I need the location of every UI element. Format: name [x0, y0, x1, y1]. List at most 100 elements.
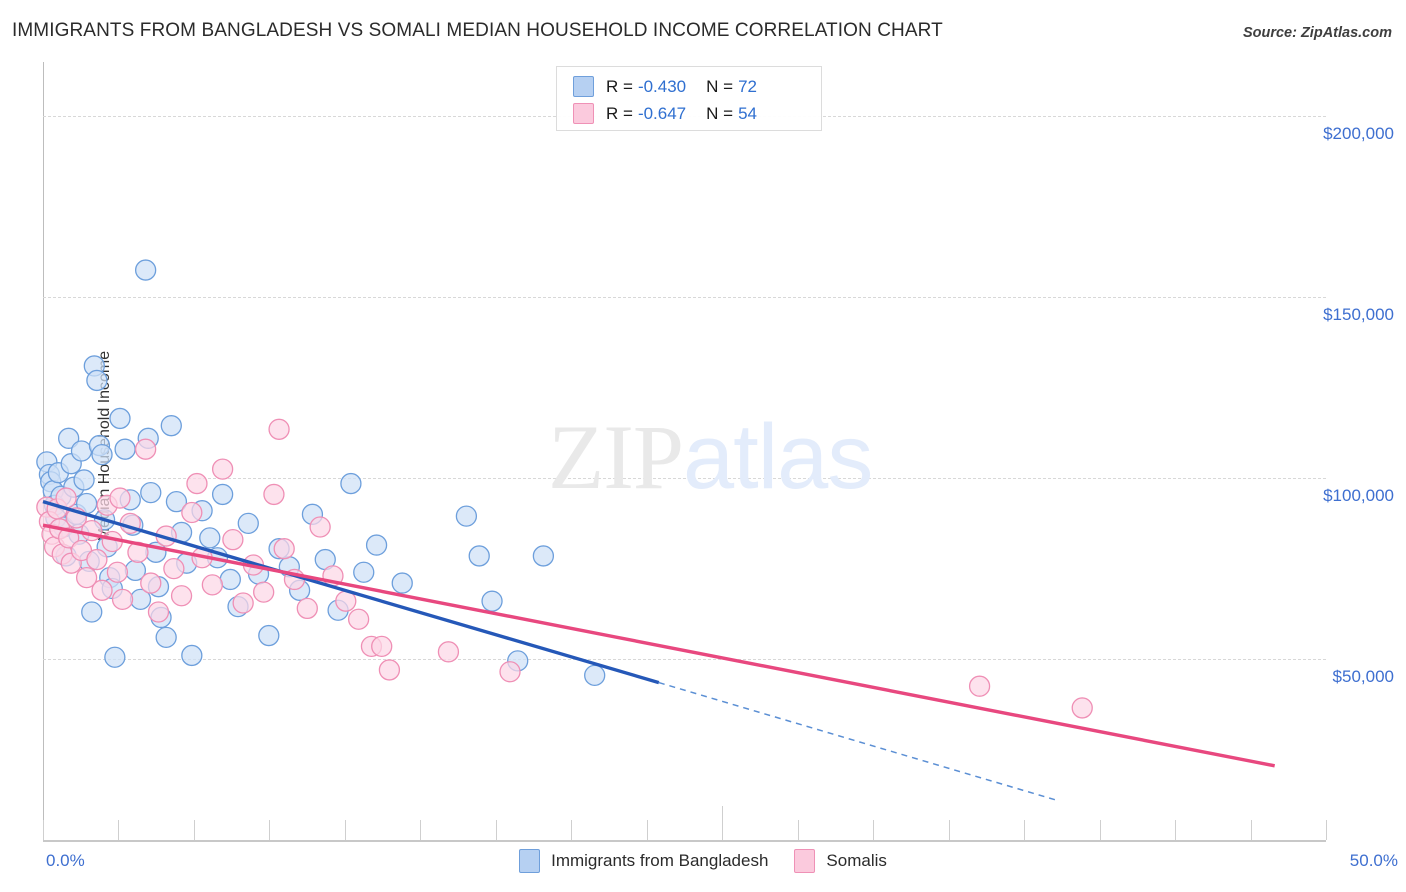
- x-axis-tick: [1099, 820, 1101, 840]
- r-value-blue: -0.430: [637, 76, 687, 96]
- data-point: [137, 427, 159, 449]
- data-point: [507, 650, 529, 672]
- data-point: [101, 577, 123, 600]
- y-axis-tick-label: $50,000: [1332, 667, 1394, 687]
- trendline: [42, 500, 660, 685]
- data-point: [191, 500, 213, 522]
- legend-swatch-bangladesh-icon: [519, 849, 541, 873]
- data-point: [206, 547, 229, 569]
- data-point: [181, 644, 203, 667]
- trendline: [42, 523, 1276, 768]
- legend-label-bangladesh: Immigrants from Bangladesh: [551, 851, 769, 870]
- y-axis-title: Median Household Income: [96, 350, 114, 542]
- data-point: [122, 514, 144, 536]
- data-point: [111, 588, 134, 611]
- data-point: [191, 547, 213, 569]
- watermark-zip: ZIP: [548, 406, 684, 508]
- data-point: [50, 485, 72, 507]
- x-axis-tick: [646, 820, 648, 840]
- data-point: [360, 635, 383, 658]
- x-axis-tick: [722, 806, 724, 840]
- data-point: [36, 451, 58, 473]
- data-point: [247, 563, 270, 585]
- data-point: [140, 572, 162, 594]
- data-point: [584, 664, 606, 686]
- data-point: [211, 483, 234, 506]
- data-point: [258, 624, 280, 647]
- data-point: [45, 507, 67, 529]
- legend-swatch-blue-icon: [573, 76, 594, 97]
- data-point: [70, 539, 93, 562]
- source-label: Source: ZipAtlas.com: [1242, 25, 1392, 41]
- data-point: [63, 476, 85, 498]
- n-label-blue: N =: [706, 76, 734, 96]
- data-point: [365, 534, 388, 556]
- data-point: [52, 516, 75, 538]
- x-axis-tick: [118, 820, 120, 840]
- r-label-pink: R =: [606, 103, 633, 123]
- data-point: [268, 538, 290, 560]
- x-axis-tick: [43, 820, 44, 840]
- data-point: [378, 659, 401, 681]
- y-axis-line: [43, 62, 44, 841]
- x-axis-tick: [1250, 820, 1252, 840]
- data-point: [75, 492, 98, 515]
- data-point: [58, 527, 80, 549]
- data-point: [353, 561, 375, 583]
- data-point: [499, 661, 521, 683]
- watermark: ZIPatlas: [548, 404, 873, 510]
- data-point: [288, 579, 311, 601]
- legend-entry-somalis[interactable]: Somalis: [794, 849, 887, 873]
- x-axis-tick: [1175, 820, 1177, 840]
- data-point: [222, 529, 244, 551]
- data-point: [1071, 697, 1093, 719]
- data-point: [532, 545, 555, 567]
- data-point: [170, 585, 193, 607]
- data-point: [181, 501, 203, 524]
- data-point: [78, 550, 100, 573]
- data-point: [55, 545, 77, 567]
- correlation-stats-legend: R = -0.430 N = 72 R = -0.647 N = 54: [556, 66, 822, 131]
- page-title: IMMIGRANTS FROM BANGLADESH VS SOMALI MED…: [12, 20, 943, 41]
- data-point: [327, 599, 349, 621]
- data-point: [114, 438, 136, 460]
- legend-entry-bangladesh[interactable]: Immigrants from Bangladesh: [519, 849, 768, 873]
- x-axis-tick: [495, 820, 497, 840]
- data-point: [263, 483, 285, 506]
- data-point: [51, 543, 73, 565]
- data-point: [73, 469, 95, 491]
- data-point: [296, 597, 318, 620]
- x-axis-min-label: 0.0%: [46, 851, 85, 870]
- data-point: [211, 458, 234, 480]
- data-point: [237, 512, 259, 535]
- y-axis-tick-label: $200,000: [1323, 124, 1394, 144]
- data-point: [242, 554, 265, 576]
- data-point: [322, 565, 344, 587]
- data-point: [201, 574, 224, 596]
- data-point: [86, 548, 108, 571]
- data-point: [227, 595, 249, 618]
- stats-row-blue: R = -0.430 N = 72: [573, 73, 811, 100]
- data-point: [147, 576, 170, 598]
- data-point: [43, 536, 66, 558]
- data-point: [91, 579, 113, 601]
- data-point: [60, 453, 82, 475]
- data-point: [68, 523, 90, 545]
- data-point: [273, 538, 295, 560]
- x-axis-tick: [269, 820, 271, 840]
- data-point: [278, 556, 300, 578]
- gridline: [43, 478, 1326, 480]
- data-point: [314, 548, 336, 571]
- data-point: [347, 608, 370, 630]
- data-point: [155, 525, 177, 547]
- x-axis-tick: [344, 820, 346, 840]
- data-point: [145, 541, 167, 563]
- y-axis-tick-label: $150,000: [1323, 305, 1394, 325]
- legend-label-somalis: Somalis: [826, 851, 887, 870]
- data-point: [268, 418, 290, 440]
- gridline: [43, 297, 1326, 299]
- data-point: [46, 498, 68, 520]
- data-point: [65, 507, 88, 529]
- data-point: [140, 481, 162, 504]
- n-value-blue: 72: [738, 76, 757, 96]
